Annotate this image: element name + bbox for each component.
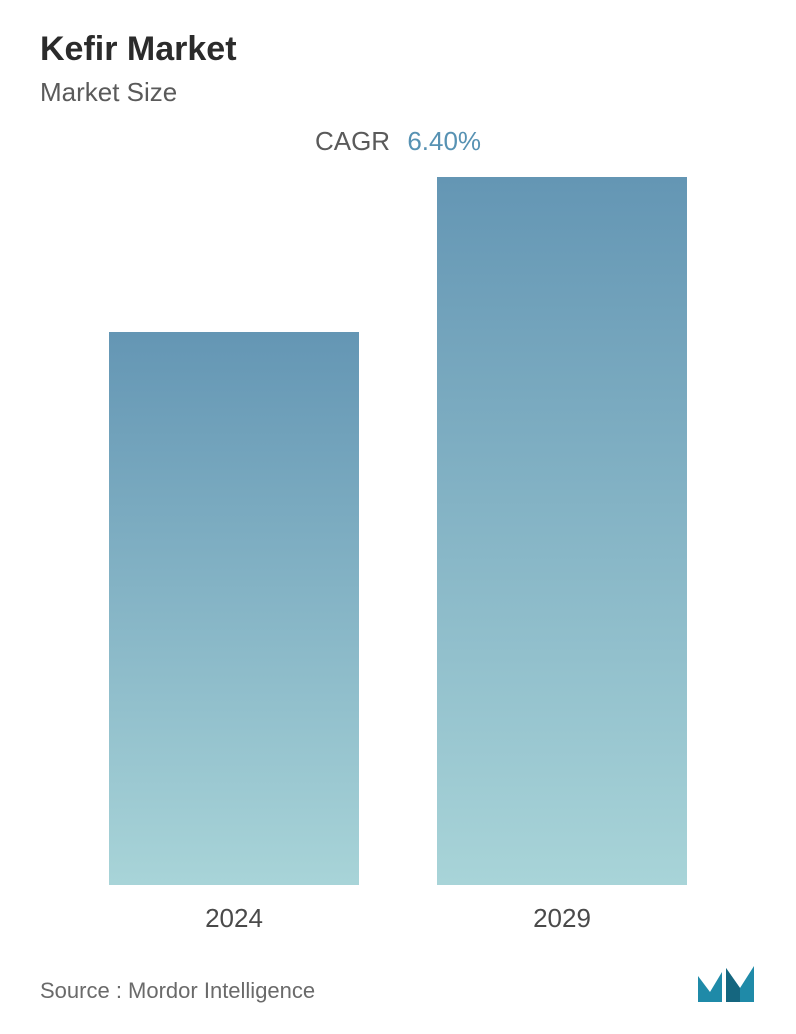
cagr-row: CAGR 6.40% [40,126,756,157]
bar-group: 2024 [109,177,359,934]
chart-container: Kefir Market Market Size CAGR 6.40% 2024… [0,0,796,1034]
bar-category-label: 2024 [205,903,263,934]
mordor-logo-icon [696,964,756,1004]
bar-category-label: 2029 [533,903,591,934]
bar-group: 2029 [437,177,687,934]
cagr-value: 6.40% [407,126,481,156]
chart-plot-area: 2024 2029 [40,177,756,934]
cagr-label: CAGR [315,126,390,156]
chart-bar [109,332,359,885]
chart-footer: Source : Mordor Intelligence [40,964,756,1014]
source-attribution: Source : Mordor Intelligence [40,978,315,1004]
chart-title: Kefir Market [40,30,756,69]
chart-subtitle: Market Size [40,77,756,108]
chart-bar [437,177,687,885]
